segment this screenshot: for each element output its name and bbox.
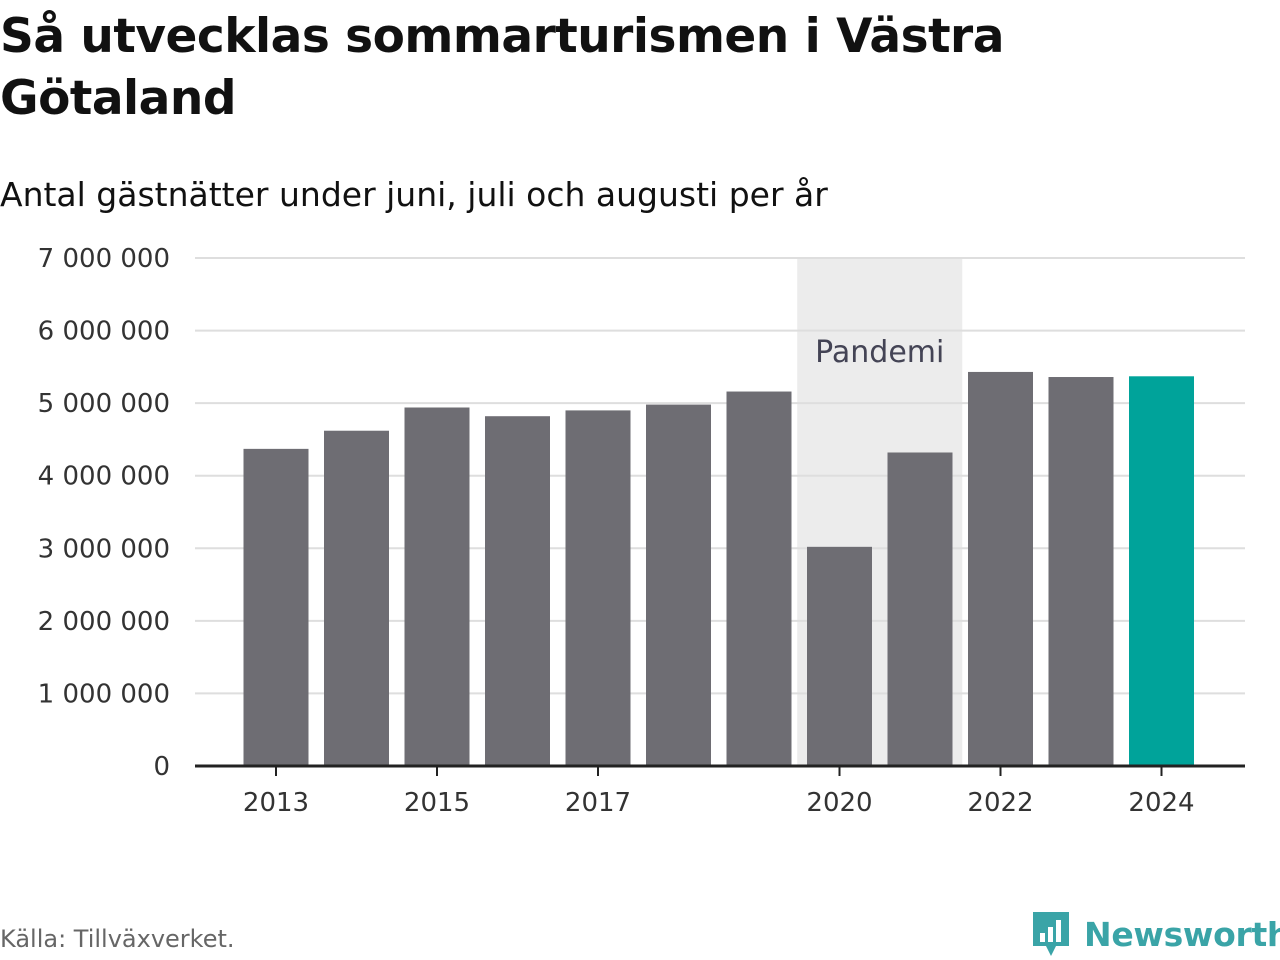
bar-chart: 0 1 000 000 2 000 000 3 000 000 4 000 000 5 0…	[38, 244, 1245, 818]
y-tick-label: 5 000 000	[38, 389, 170, 419]
bar-2018	[646, 404, 711, 766]
bar-2019	[726, 391, 792, 766]
chart-title: Så utvecklas sommarturismen i Västra Göt…	[0, 9, 1004, 126]
x-tick-label: 2013	[243, 788, 309, 818]
pandemic-label: Pandemi	[815, 335, 944, 370]
y-tick-label: 4 000 000	[38, 462, 170, 492]
bar-2024	[1129, 376, 1194, 766]
bar-2020	[807, 546, 872, 766]
x-tick-label: 2022	[967, 788, 1033, 818]
y-tick-label: 2 000 000	[38, 607, 170, 637]
x-tick-label: 2015	[404, 788, 470, 818]
y-tick-label: 3 000 000	[38, 534, 170, 564]
newsworthy-logo-text: Newsworthy	[1084, 914, 1280, 954]
y-tick-label: 0	[153, 752, 170, 782]
newsworthy-logo: Newsworthy	[1030, 908, 1280, 960]
y-tick-label: 6 000 000	[38, 317, 170, 347]
bar-2014	[324, 430, 389, 766]
bar-2015	[404, 407, 470, 766]
bar-2013	[243, 448, 309, 766]
newsworthy-chart-bubble-icon	[1033, 912, 1069, 956]
source-note: Källa: Tillväxverket.	[0, 925, 235, 953]
x-tick-label: 2020	[806, 788, 872, 818]
y-tick-label: 1 000 000	[38, 679, 170, 709]
x-tick-label: 2024	[1128, 788, 1194, 818]
bar-2016	[485, 416, 550, 766]
bar-2021	[887, 452, 953, 766]
y-tick-label: 7 000 000	[38, 244, 170, 274]
bar-2022	[968, 371, 1033, 766]
chart-subtitle: Antal gästnätter under juni, juli och au…	[0, 175, 828, 214]
bar-2023	[1048, 377, 1114, 766]
x-tick-label: 2017	[565, 788, 631, 818]
bar-2017	[565, 410, 631, 766]
